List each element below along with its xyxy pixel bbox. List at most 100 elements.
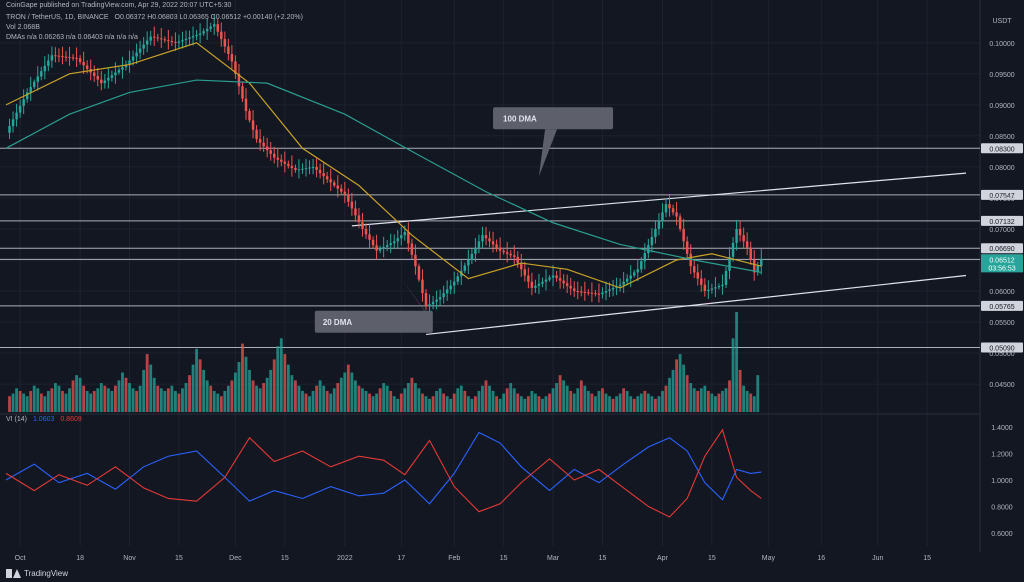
level-tag: [981, 243, 1023, 254]
volume-bar: [639, 393, 643, 412]
price-tick-label: 0.09500: [989, 72, 1014, 79]
volume-bar: [343, 372, 347, 412]
volume-bar: [576, 388, 580, 412]
volume-bar: [541, 398, 544, 412]
volume-bar: [706, 390, 710, 412]
volume-bar: [512, 388, 516, 412]
price-axis-unit: USDT: [992, 18, 1012, 25]
trendline: [351, 172, 967, 227]
volume-bar: [39, 393, 43, 412]
volume-bar: [516, 393, 520, 412]
candle-body: [527, 275, 530, 282]
volume-bar: [392, 396, 396, 412]
candle-body: [318, 170, 322, 174]
volume-bar: [438, 388, 442, 412]
volume-bar: [212, 390, 216, 412]
volume-bar: [625, 390, 629, 412]
candle-body: [371, 239, 375, 246]
candle-body: [671, 208, 675, 213]
dma100-callout-box: [493, 107, 614, 130]
volume-bar: [534, 393, 537, 412]
candle-body: [703, 284, 707, 292]
candle-body: [234, 61, 237, 74]
level-label: 0.07132: [989, 219, 1014, 226]
volume-bar: [361, 388, 364, 412]
volume-bar: [474, 396, 477, 412]
volume-bar: [226, 385, 230, 412]
candle-body: [516, 256, 519, 264]
candle-body: [424, 293, 428, 307]
volume-bar: [170, 385, 174, 412]
volume-bar: [304, 393, 308, 412]
candle-body: [170, 41, 174, 43]
candle-body: [117, 69, 121, 73]
candle-body: [505, 252, 509, 254]
candle-body: [728, 256, 731, 271]
candle-body: [216, 24, 219, 32]
volume-bar: [50, 388, 54, 412]
volume-bar: [36, 388, 40, 412]
volume-bar: [248, 369, 251, 412]
volume-bar: [103, 385, 107, 412]
volume-bar: [569, 390, 573, 412]
volume-bar: [286, 364, 290, 412]
candle-body: [145, 40, 149, 45]
candle-body: [36, 76, 39, 82]
volume-bar: [188, 375, 191, 412]
dma20-callout-box: [314, 310, 433, 333]
candle-body: [220, 31, 223, 40]
volume-bar: [650, 396, 654, 412]
volume-bar: [632, 398, 636, 412]
candle-body: [555, 275, 558, 279]
candle-body: [647, 245, 650, 254]
volume-bar: [269, 369, 273, 412]
candle-body: [50, 55, 54, 61]
candle-body: [230, 53, 234, 62]
volume-bar: [555, 383, 558, 412]
vi-plus-value: 1.0603: [32, 416, 55, 423]
volume-bar: [237, 362, 241, 412]
candle-body: [717, 286, 721, 288]
candle-body: [18, 105, 22, 113]
volume-bar: [149, 364, 153, 412]
candle-body: [573, 288, 576, 292]
volume-bar: [106, 388, 110, 412]
volume-bar: [537, 396, 541, 412]
volume-bars: [8, 312, 760, 412]
volume-bar: [276, 346, 280, 412]
candle-body: [495, 244, 498, 248]
volume-bar: [414, 383, 417, 412]
candle-body: [523, 269, 527, 276]
volume-bar: [548, 393, 551, 412]
volume-bar: [184, 383, 188, 412]
countdown-label: 03:56:53: [988, 265, 1015, 272]
volume-bar: [428, 398, 431, 412]
candle-body: [61, 56, 64, 58]
volume-bar: [32, 385, 36, 412]
volume-bar: [191, 364, 195, 412]
candle-body: [75, 57, 78, 59]
volume-bar: [128, 383, 131, 412]
candle-body: [325, 176, 329, 180]
candle-body: [498, 247, 502, 251]
annotations: 100 DMA 20 DMA: [314, 107, 614, 333]
candle-body: [311, 166, 315, 168]
candle-body: [329, 179, 332, 183]
volume-bar: [64, 393, 68, 412]
candle-body: [590, 292, 594, 294]
candle-body: [361, 222, 364, 229]
candle-body: [85, 65, 89, 69]
volume-bar: [198, 359, 202, 412]
volume-bar: [389, 390, 393, 412]
vi-tick-label: 1.4000: [991, 425, 1013, 432]
volume-bar: [442, 393, 446, 412]
volume-bar: [244, 356, 248, 412]
vortex-indicator: [5, 428, 762, 518]
publisher-text: CoinGape published on TradingView.com, A…: [6, 2, 232, 9]
candle-body: [731, 242, 735, 257]
candle-body: [156, 37, 159, 39]
volume-bar: [505, 388, 509, 412]
volume-bar: [230, 380, 234, 412]
volume-bar: [643, 390, 647, 412]
